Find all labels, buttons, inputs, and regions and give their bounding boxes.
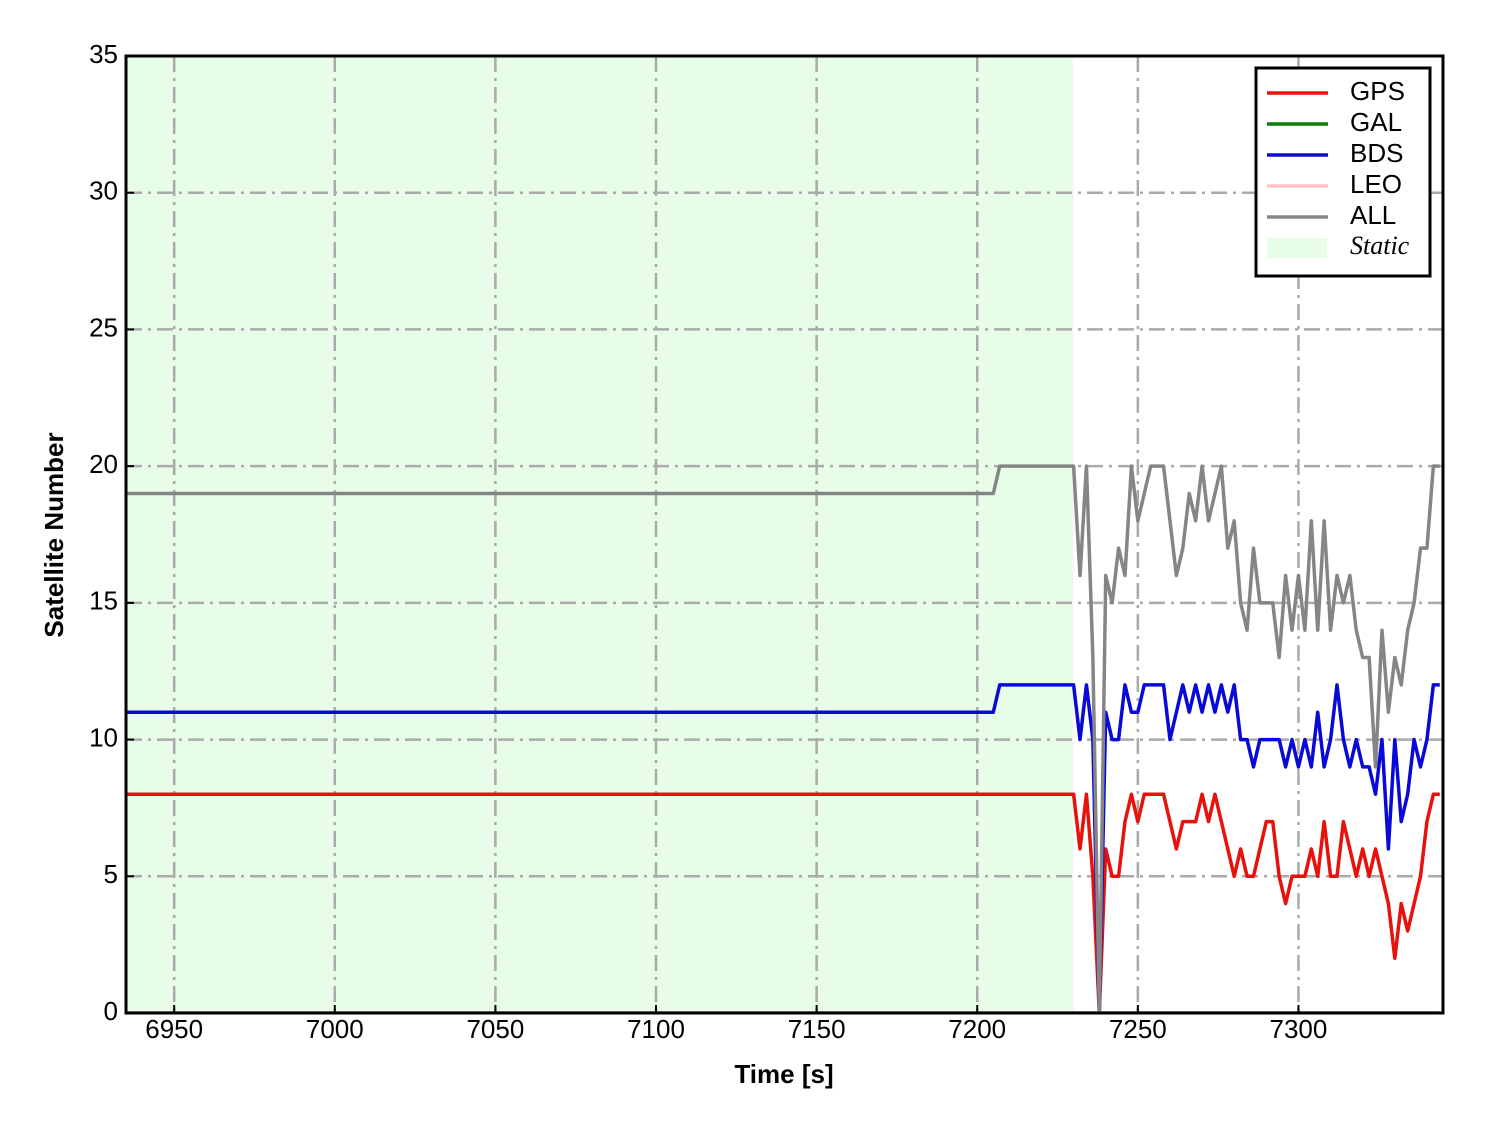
y-tick-label: 15 (89, 586, 118, 616)
y-tick-label: 20 (89, 449, 118, 479)
y-tick-label: 30 (89, 176, 118, 206)
x-tick-label: 7000 (306, 1014, 364, 1044)
legend-label: ALL (1350, 200, 1396, 230)
y-tick-label: 0 (104, 996, 118, 1026)
x-tick-label: 7050 (466, 1014, 524, 1044)
series-line (126, 792, 1440, 1013)
y-axis-label: Satellite Number (39, 432, 69, 637)
x-tick-label: 7150 (788, 1014, 846, 1044)
static-span (126, 56, 1074, 1013)
x-axis-label: Time [s] (734, 1059, 833, 1089)
x-tick-label: 7200 (948, 1014, 1006, 1044)
x-tick-label: 7300 (1270, 1014, 1328, 1044)
legend-label: BDS (1350, 138, 1403, 168)
legend-label: GPS (1350, 76, 1405, 106)
series-line (126, 464, 1440, 1013)
x-tick-label: 7250 (1109, 1014, 1167, 1044)
x-tick-label: 7100 (627, 1014, 685, 1044)
plot-area (126, 56, 1443, 1013)
plot-frame (124, 54, 1445, 1015)
legend-swatch (1267, 238, 1327, 258)
legend-label: Static (1350, 231, 1410, 260)
series-line (126, 683, 1440, 1013)
y-tick-label: 10 (89, 722, 118, 752)
legend-label: GAL (1350, 107, 1402, 137)
y-tick-label: 35 (89, 39, 118, 69)
x-tick-label: 6950 (145, 1014, 203, 1044)
legend-box (1254, 66, 1432, 278)
y-tick-label: 25 (89, 312, 118, 342)
legend-label: LEO (1350, 169, 1402, 199)
y-tick-label: 5 (104, 859, 118, 889)
